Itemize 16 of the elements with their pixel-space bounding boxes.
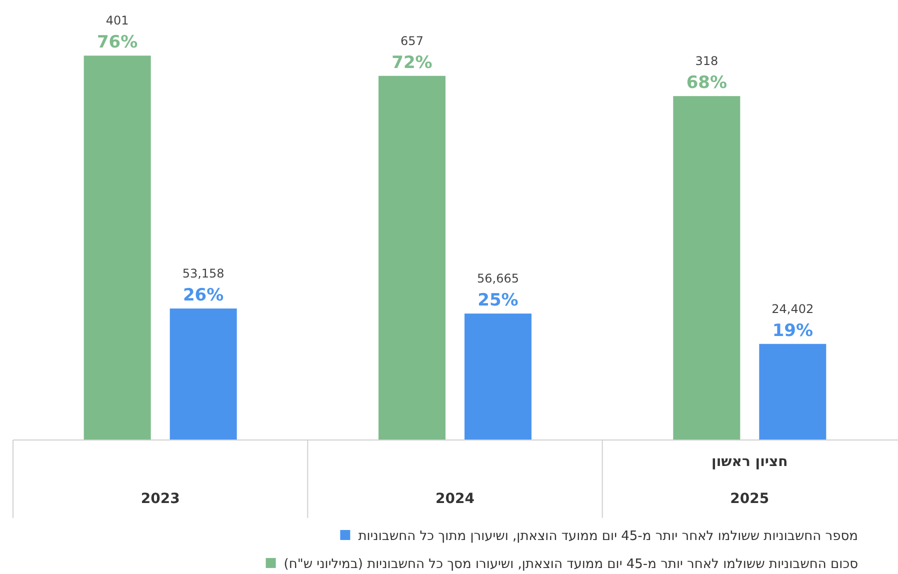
- legend-label: סכום החשבוניות ששולמו לאחר יותר מ-45 יום ממועד הוצאתן, ושיעורו מסך כל החשבוניות (במיליוני ש"ח): [284, 557, 858, 572]
- data-label: 24,402 19%: [772, 302, 814, 341]
- bar: [378, 76, 446, 440]
- legend-label: מספר החשבוניות ששולמו לאחר יותר מ-45 יום ממועד הוצאתן, ושיעורן מתוך כל החשבוניות: [358, 529, 858, 544]
- data-label: 56,665 25%: [477, 272, 519, 311]
- x-tick-label: 2024: [436, 491, 475, 507]
- data-label: 401 76%: [96, 14, 138, 53]
- data-label: 53,158 26%: [182, 266, 224, 306]
- bar: [759, 344, 826, 440]
- bar: [673, 96, 740, 440]
- bar: [464, 314, 532, 440]
- bar: [84, 56, 151, 440]
- x-tick-label: 2023: [140, 491, 180, 507]
- data-label: 318 68%: [686, 54, 728, 94]
- bar: [170, 308, 237, 440]
- data-label: 657 72%: [392, 34, 432, 73]
